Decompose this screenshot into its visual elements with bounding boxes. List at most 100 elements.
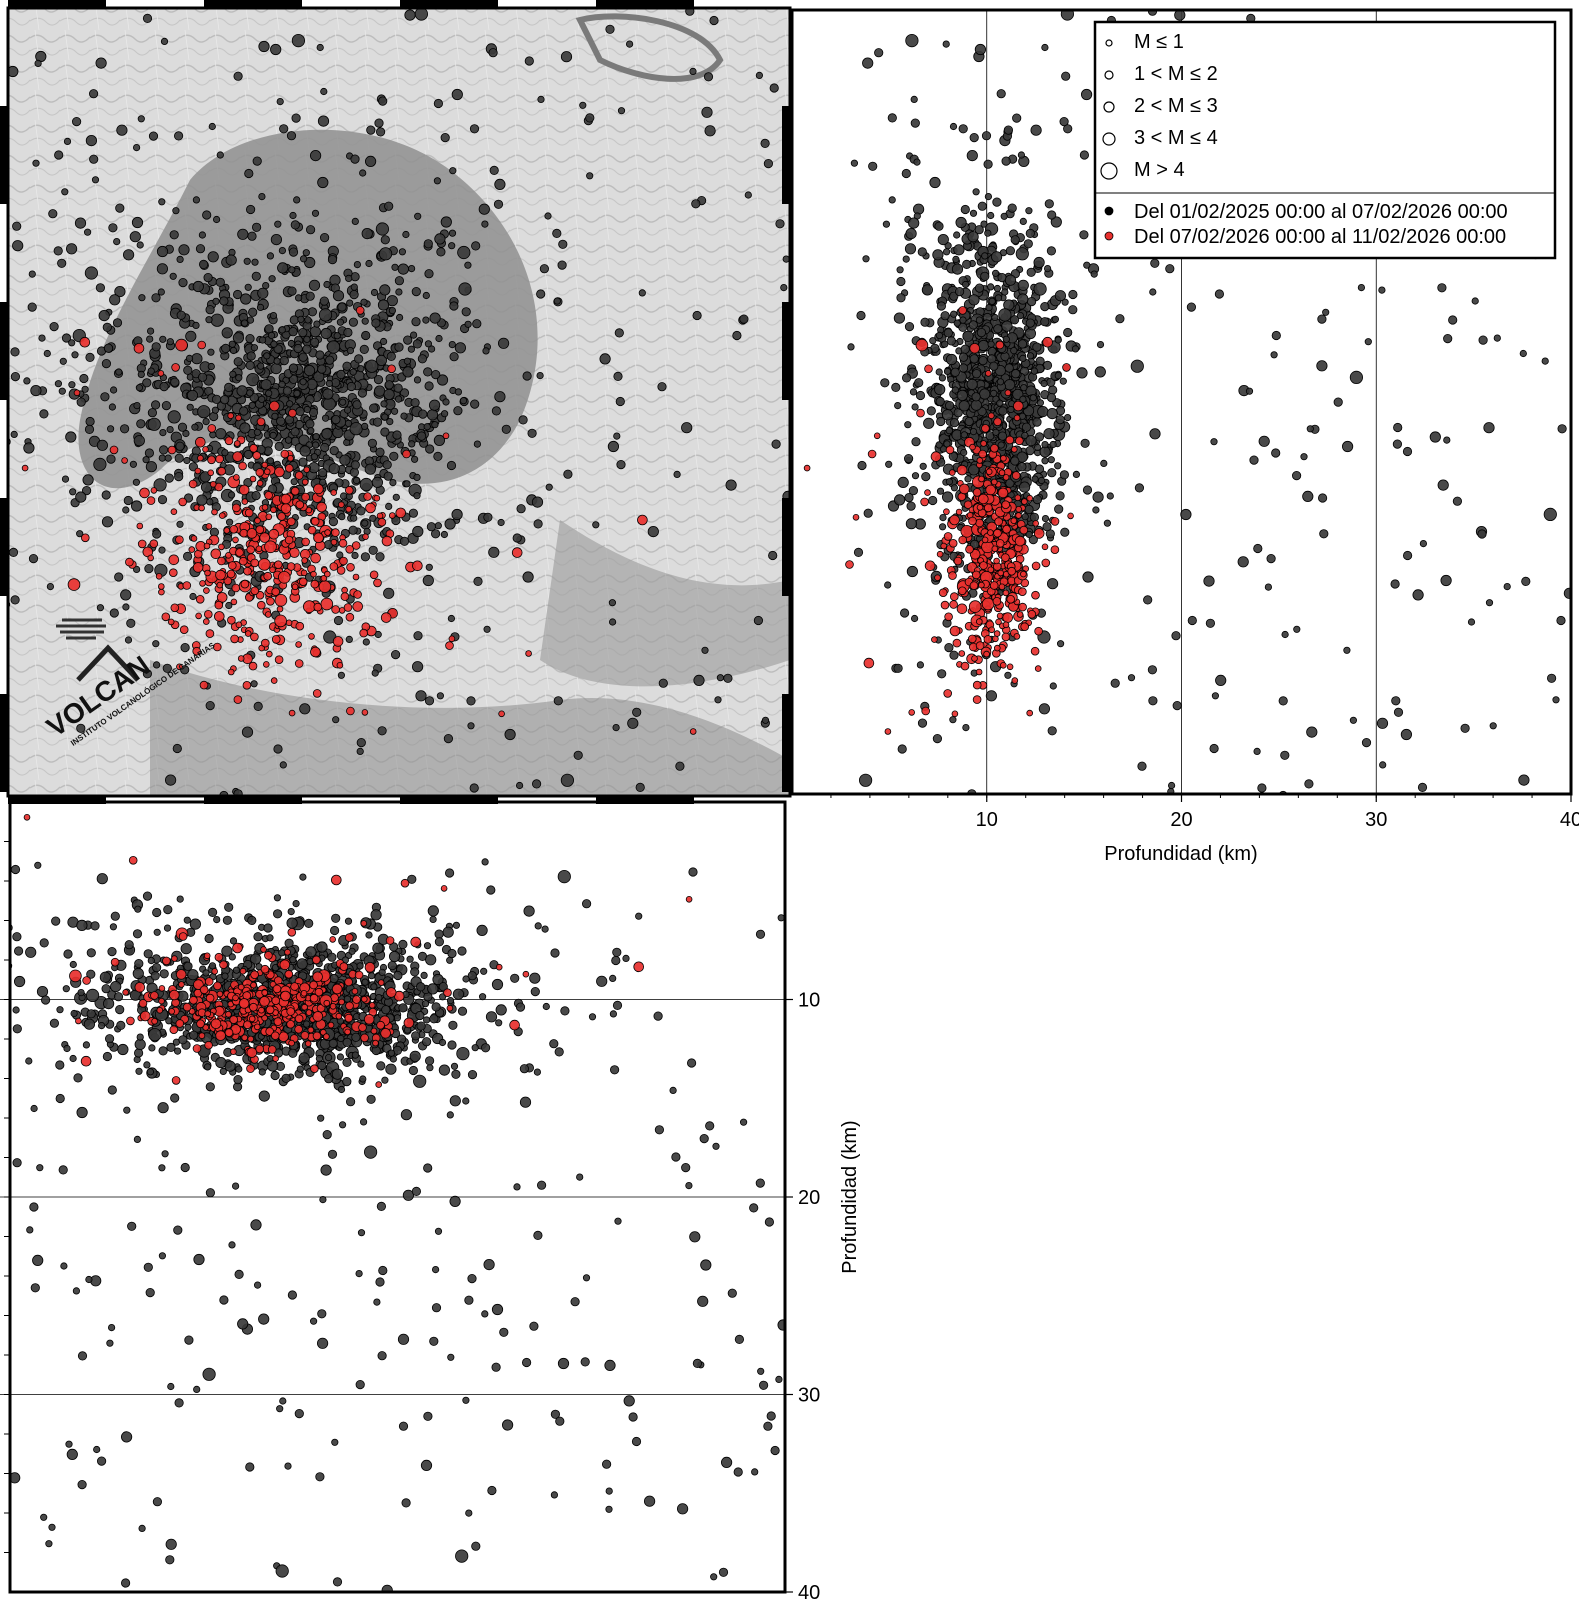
map-event-point [250, 632, 259, 642]
map-event-point [302, 249, 310, 257]
ew-event-point [1419, 539, 1428, 548]
map-event-point [511, 547, 523, 558]
map-event-point [371, 669, 379, 677]
map-event-point [287, 286, 297, 296]
ew-event-point [1000, 454, 1007, 462]
ew-event-point [934, 221, 944, 231]
ew-event-point [998, 469, 1006, 477]
map-event-point [317, 364, 327, 374]
legend-magnitude-label: 2 < M ≤ 3 [1134, 95, 1218, 117]
map-event-point [270, 43, 282, 56]
map-event-point [760, 138, 770, 148]
ew-event-point [968, 464, 980, 476]
map-event-point [270, 340, 278, 348]
ns-event-point [147, 956, 155, 965]
map-event-point [69, 488, 77, 496]
ew-event-point [983, 650, 990, 658]
map-event-point [518, 415, 528, 425]
ns-event-point [143, 1262, 153, 1272]
ew-event-point [1046, 392, 1057, 403]
map-event-point [235, 621, 243, 629]
map-event-point [195, 436, 206, 448]
ew-event-point [1106, 492, 1114, 500]
map-event-point [464, 261, 472, 269]
map-event-point [309, 150, 322, 162]
map-event-point [71, 351, 79, 359]
map-event-point [357, 388, 367, 398]
ew-event-point [1082, 485, 1093, 495]
map-event-point [85, 352, 95, 362]
ew-event-point [902, 255, 910, 263]
map-event-point [409, 331, 418, 339]
ew-event-point [1051, 315, 1060, 323]
ew-event-point [1186, 302, 1197, 312]
ns-event-point [483, 1259, 495, 1271]
map-event-point [427, 345, 436, 353]
map-event-point [612, 723, 620, 732]
map-event-point [295, 500, 305, 510]
map-event-point [331, 528, 340, 537]
map-event-point [298, 352, 308, 362]
map-event-point [151, 293, 161, 303]
map-event-point [266, 252, 274, 260]
legend-magnitude-label: 1 < M ≤ 2 [1134, 63, 1218, 85]
map-event-point [293, 343, 303, 354]
ns-event-point [609, 974, 617, 983]
ew-event-point [1054, 336, 1062, 344]
ew-event-point [997, 569, 1004, 577]
ew-event-point [1042, 336, 1053, 348]
ew-event-point [994, 517, 1003, 526]
ew-event-point [1209, 743, 1219, 754]
ew-event-point [978, 581, 985, 589]
map-event-point [207, 362, 215, 371]
map-event-point [244, 168, 254, 179]
map-event-point [102, 322, 112, 332]
map-event-point [131, 216, 144, 229]
logo-wave-icon [56, 618, 106, 640]
map-event-point [689, 728, 697, 735]
map-event-point [433, 434, 445, 446]
map-event-point [250, 586, 260, 596]
ew-event-point [1393, 422, 1403, 433]
map-event-point [256, 303, 265, 311]
map-frame-tick [204, 796, 302, 804]
map-event-point [494, 178, 506, 190]
ew-event-point [1043, 428, 1055, 440]
map-event-point [233, 289, 243, 300]
map-event-point [142, 669, 152, 679]
ew-event-point [884, 728, 892, 735]
ew-event-point [1013, 633, 1021, 640]
ew-event-point [1001, 632, 1011, 642]
ns-event-point [55, 1060, 65, 1070]
ew-event-point [1062, 363, 1071, 372]
map-event-point [122, 506, 130, 514]
map-event-point [771, 439, 781, 449]
ns-event-point [596, 975, 608, 987]
map-event-point [693, 674, 705, 687]
ew-event-point [950, 310, 958, 318]
ew-event-point [952, 255, 960, 263]
ew-event-point [1477, 529, 1487, 539]
ew-event-point [1049, 440, 1057, 449]
map-event-point [416, 431, 427, 441]
ns-event-point [355, 1270, 363, 1278]
ew-event-point [1082, 571, 1094, 583]
map-event-point [346, 381, 356, 392]
ew-event-point [996, 378, 1005, 386]
ew-event-point [1014, 494, 1022, 502]
map-event-point [133, 435, 145, 447]
map-event-point [131, 821, 141, 831]
map-event-point [371, 476, 383, 488]
map-event-point [539, 264, 550, 274]
map-event-point [84, 424, 95, 434]
map-event-point [481, 220, 489, 228]
map-event-point [308, 633, 315, 640]
ew-event-point [948, 571, 957, 580]
ns-event-point [138, 1524, 146, 1533]
map-event-point [172, 743, 182, 754]
map-event-point [167, 618, 175, 626]
map-event-point [295, 621, 305, 631]
map-event-point [123, 495, 133, 506]
map-event-point [115, 203, 125, 213]
ew-event-point [1429, 431, 1441, 443]
